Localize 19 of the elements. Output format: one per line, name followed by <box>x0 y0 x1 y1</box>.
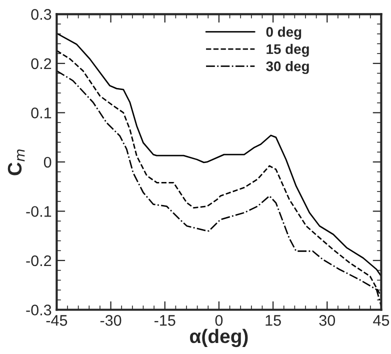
legend-label: 30 deg <box>266 61 309 74</box>
y-tick-label: -0.1 <box>26 206 52 217</box>
x-tick-label: 45 <box>373 315 390 326</box>
x-tick-label: -30 <box>100 315 122 326</box>
x-tick-label: 15 <box>266 315 281 326</box>
x-tick-label: 30 <box>319 315 336 326</box>
x-tick-label: -45 <box>46 315 68 326</box>
x-axis-title: α(deg) <box>190 328 248 348</box>
x-tick-label: 0 <box>215 315 223 326</box>
x-tick-label: -15 <box>154 315 176 326</box>
y-tick-label: 0.2 <box>31 58 52 70</box>
y-tick-label: 0.3 <box>31 9 52 20</box>
legend-label: 0 deg <box>266 26 302 40</box>
legend-label: 15 deg <box>266 44 309 57</box>
y-tick-label: 0.1 <box>31 108 52 118</box>
y-axis-title: C$_{m}$ <box>8 149 25 176</box>
y-tick-label: -0.3 <box>26 304 52 316</box>
y-tick-label: -0.2 <box>26 255 52 266</box>
y-tick-label: 0 <box>44 156 52 168</box>
